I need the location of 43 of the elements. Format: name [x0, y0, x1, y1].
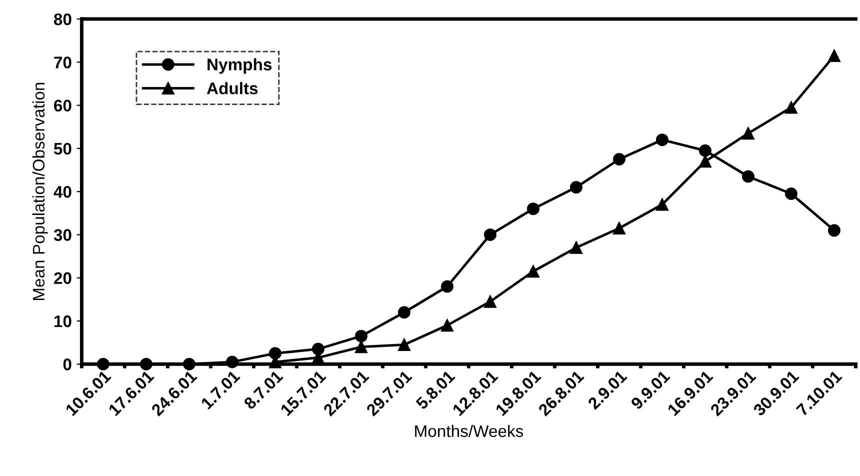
point: [612, 222, 626, 235]
y-tick-label: 70: [54, 56, 72, 68]
y-tick-label: 10: [54, 315, 72, 328]
y-tick-label: 60: [54, 100, 72, 112]
point: [828, 224, 840, 237]
point: [526, 265, 540, 278]
y-tick-label: 20: [54, 272, 72, 284]
point: [742, 170, 754, 183]
point: [354, 340, 368, 354]
point: [828, 49, 840, 62]
point: [526, 202, 540, 216]
point: [182, 358, 196, 370]
point: [698, 144, 712, 157]
y-tick-label: 80: [54, 13, 72, 26]
point: [354, 330, 368, 342]
y-axis-title: Mean Population/Observation: [32, 82, 48, 300]
x-axis-title: Months/Weeks: [415, 424, 524, 438]
point: [484, 295, 496, 308]
point: [484, 228, 496, 241]
point: [96, 358, 110, 370]
point: [698, 155, 712, 168]
y-tick-label: 0: [63, 358, 72, 370]
point: [440, 280, 454, 293]
point: [440, 319, 454, 332]
point: [312, 342, 324, 356]
point: [612, 152, 626, 166]
point: [784, 187, 798, 200]
point: [656, 134, 668, 146]
legend-label: Nymphs: [208, 58, 272, 74]
y-tick-label: 30: [54, 229, 72, 241]
point: [268, 347, 282, 360]
point: [226, 356, 238, 368]
point: [656, 198, 668, 211]
point: [140, 358, 152, 370]
y-tick-label: 40: [54, 186, 72, 198]
point: [742, 127, 754, 140]
point: [398, 338, 410, 351]
point: [398, 306, 410, 319]
point: [570, 181, 582, 194]
y-tick-label: 50: [54, 142, 72, 155]
legend-label: Adults: [206, 82, 258, 94]
point: [784, 101, 798, 114]
point: [570, 241, 582, 254]
